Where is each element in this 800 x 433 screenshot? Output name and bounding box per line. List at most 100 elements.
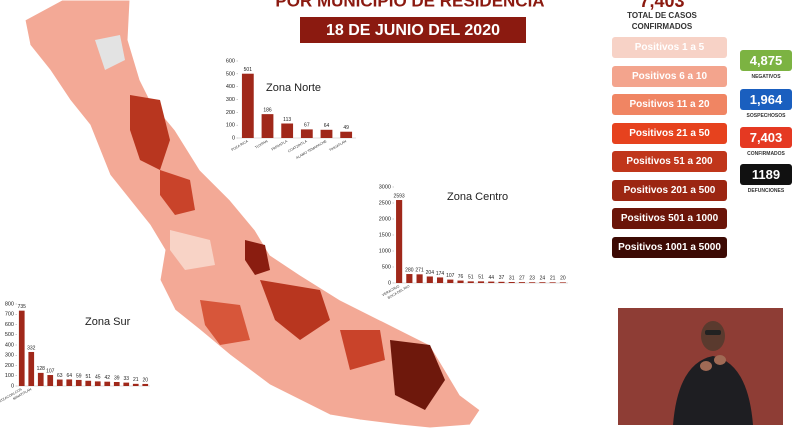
y-tick-label: 500 xyxy=(226,71,235,77)
value-label: 42 xyxy=(104,375,110,381)
value-label: 204 xyxy=(426,270,435,276)
y-tick-label: 200 xyxy=(226,110,235,116)
value-label: 174 xyxy=(436,271,445,277)
y-tick-label: 400 xyxy=(5,342,14,348)
bar xyxy=(467,281,474,283)
value-label: 64 xyxy=(66,373,72,379)
y-tick-label: 0 xyxy=(388,280,391,286)
bar xyxy=(37,372,44,386)
bar xyxy=(406,274,413,283)
bar xyxy=(47,375,54,386)
map-region xyxy=(245,240,270,275)
bar xyxy=(142,383,149,386)
map-region xyxy=(160,170,195,215)
stat-label: NEGATIVOS xyxy=(751,74,781,80)
map-region xyxy=(200,300,250,345)
value-label: 20 xyxy=(560,276,566,282)
map-region xyxy=(340,330,385,370)
head xyxy=(701,321,725,351)
value-label: 24 xyxy=(540,276,546,282)
legend-item: Positivos 201 a 500 xyxy=(612,179,727,201)
hand xyxy=(700,361,712,371)
map-region xyxy=(390,340,445,410)
map-region xyxy=(95,35,125,70)
bar xyxy=(498,281,505,283)
value-label: 76 xyxy=(458,274,464,280)
value-label: 64 xyxy=(324,123,330,129)
map-region xyxy=(130,95,170,170)
value-label: 27 xyxy=(519,275,525,281)
value-label: 51 xyxy=(85,374,91,380)
legend-item: Positivos 51 a 200 xyxy=(612,151,727,172)
bar xyxy=(75,379,82,386)
bar xyxy=(300,129,313,138)
y-tick-label: 2000 xyxy=(379,216,391,222)
y-tick-label: 500 xyxy=(5,332,14,338)
y-tick-label: 1000 xyxy=(379,248,391,254)
stat-value: 7,403 xyxy=(740,127,792,148)
bar xyxy=(529,282,536,283)
y-tick-label: 100 xyxy=(5,373,14,379)
body xyxy=(673,356,753,425)
value-label: 280 xyxy=(405,267,414,273)
bar xyxy=(113,382,120,386)
value-label: 735 xyxy=(18,304,27,310)
interpreter-video xyxy=(618,308,783,425)
map-region xyxy=(170,230,215,270)
stat-value: 1189 xyxy=(740,164,792,185)
stat-value: 1,964 xyxy=(740,89,792,110)
value-label: 2593 xyxy=(394,193,405,199)
stat-value: 4,875 xyxy=(740,50,792,71)
bar xyxy=(66,379,73,386)
bar xyxy=(85,380,92,386)
value-label: 45 xyxy=(95,375,101,381)
y-tick-label: 1500 xyxy=(379,232,391,238)
value-label: 23 xyxy=(529,276,535,282)
chart-title: Zona Norte xyxy=(266,82,321,94)
y-tick-label: 0 xyxy=(11,383,14,389)
bar xyxy=(18,310,25,386)
bar xyxy=(261,114,274,138)
bar xyxy=(488,281,495,283)
value-label: 49 xyxy=(343,125,349,131)
legend-item: Positivos 1001 a 5000 xyxy=(612,236,727,258)
chart-title: Zona Sur xyxy=(85,316,131,328)
value-label: 21 xyxy=(550,276,556,282)
legend-item: Positivos 1 a 5 xyxy=(612,37,727,58)
legend-item: Positivos 6 a 10 xyxy=(612,65,727,87)
bar xyxy=(518,282,526,283)
value-label: 128 xyxy=(37,366,46,372)
y-tick-label: 3000 xyxy=(379,184,391,190)
value-label: 33 xyxy=(123,376,129,382)
value-label: 67 xyxy=(304,123,310,129)
y-tick-label: 500 xyxy=(382,264,391,270)
value-label: 51 xyxy=(468,275,474,281)
bar xyxy=(396,200,403,283)
bar xyxy=(477,281,485,283)
bar xyxy=(549,282,556,283)
stat-label: DEFUNCIONES xyxy=(747,188,785,194)
bar xyxy=(436,277,444,283)
value-label: 44 xyxy=(488,275,494,281)
y-tick-label: 400 xyxy=(226,84,235,90)
bar xyxy=(539,282,546,283)
map-region xyxy=(260,280,330,340)
value-label: 113 xyxy=(283,117,291,123)
stat-label: SOSPECHOSOS xyxy=(746,113,786,119)
y-tick-label: 700 xyxy=(5,312,14,318)
glasses xyxy=(705,330,721,335)
chart-title: Zona Centro xyxy=(447,191,508,203)
legend-item: Positivos 501 a 1000 xyxy=(612,208,727,229)
value-label: 271 xyxy=(415,268,424,274)
value-label: 59 xyxy=(76,373,82,379)
bar xyxy=(416,274,423,283)
x-tick-label: TIHUATLAN xyxy=(329,139,348,152)
bar xyxy=(28,351,35,386)
bar xyxy=(320,129,333,138)
value-label: 31 xyxy=(509,275,515,281)
bar xyxy=(447,279,454,283)
value-label: 63 xyxy=(57,373,63,379)
